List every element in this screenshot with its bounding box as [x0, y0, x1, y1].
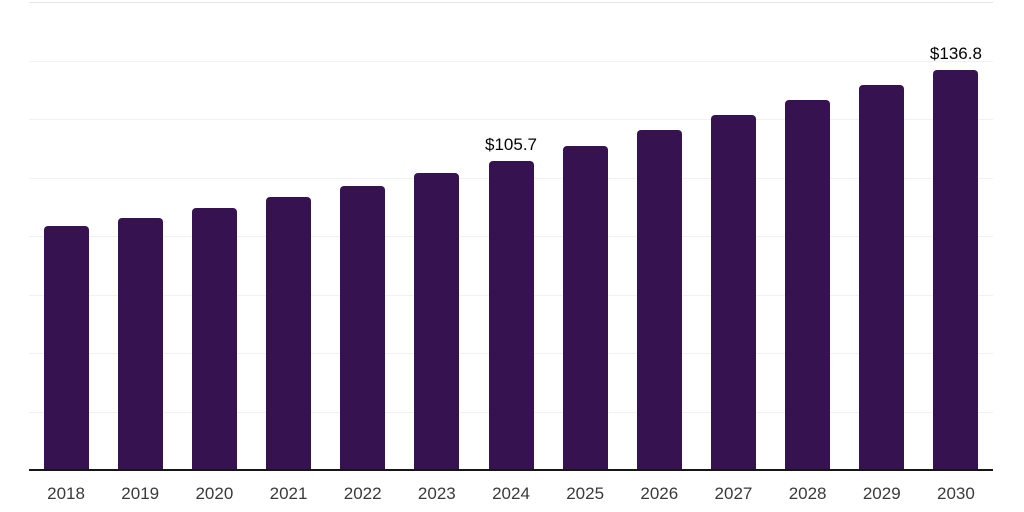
x-axis-tick-label: 2027: [714, 484, 753, 503]
gridline: [29, 119, 993, 120]
bar-2030: [933, 69, 979, 470]
bar-value-label: $105.7: [485, 134, 537, 154]
bar-2022: [340, 186, 386, 470]
x-axis-tick-label: 2028: [788, 484, 827, 503]
bar-2018: [43, 226, 89, 470]
x-axis-tick-label: 2026: [640, 484, 679, 503]
bar-2029: [859, 85, 905, 470]
x-axis-tick-label: 2030: [937, 484, 975, 503]
bar-2024: [488, 160, 534, 470]
bar-2026: [636, 130, 682, 470]
x-axis-tick-label: 2021: [269, 484, 308, 503]
x-axis-line: [29, 469, 993, 471]
bar-2027: [710, 115, 756, 470]
x-axis-tick-label: 2020: [195, 484, 234, 503]
bar-2020: [191, 207, 237, 470]
bar-2023: [414, 172, 460, 470]
x-axis-tick-label: 2018: [47, 484, 85, 503]
bar-2021: [266, 197, 312, 470]
bar-2028: [785, 100, 831, 470]
gridline: [29, 60, 993, 62]
bar-2019: [117, 217, 163, 470]
x-axis-tick-label: 2022: [343, 484, 382, 503]
gridline: [29, 2, 993, 3]
bar-2025: [562, 145, 608, 470]
x-axis-tick-label: 2025: [566, 484, 605, 503]
x-axis-tick-label: 2024: [492, 484, 530, 503]
x-axis-tick-label: 2023: [417, 484, 456, 503]
x-axis-tick-label: 2019: [121, 484, 160, 503]
x-axis-tick-label: 2029: [862, 484, 901, 503]
bar-value-label: $136.8: [929, 43, 982, 63]
